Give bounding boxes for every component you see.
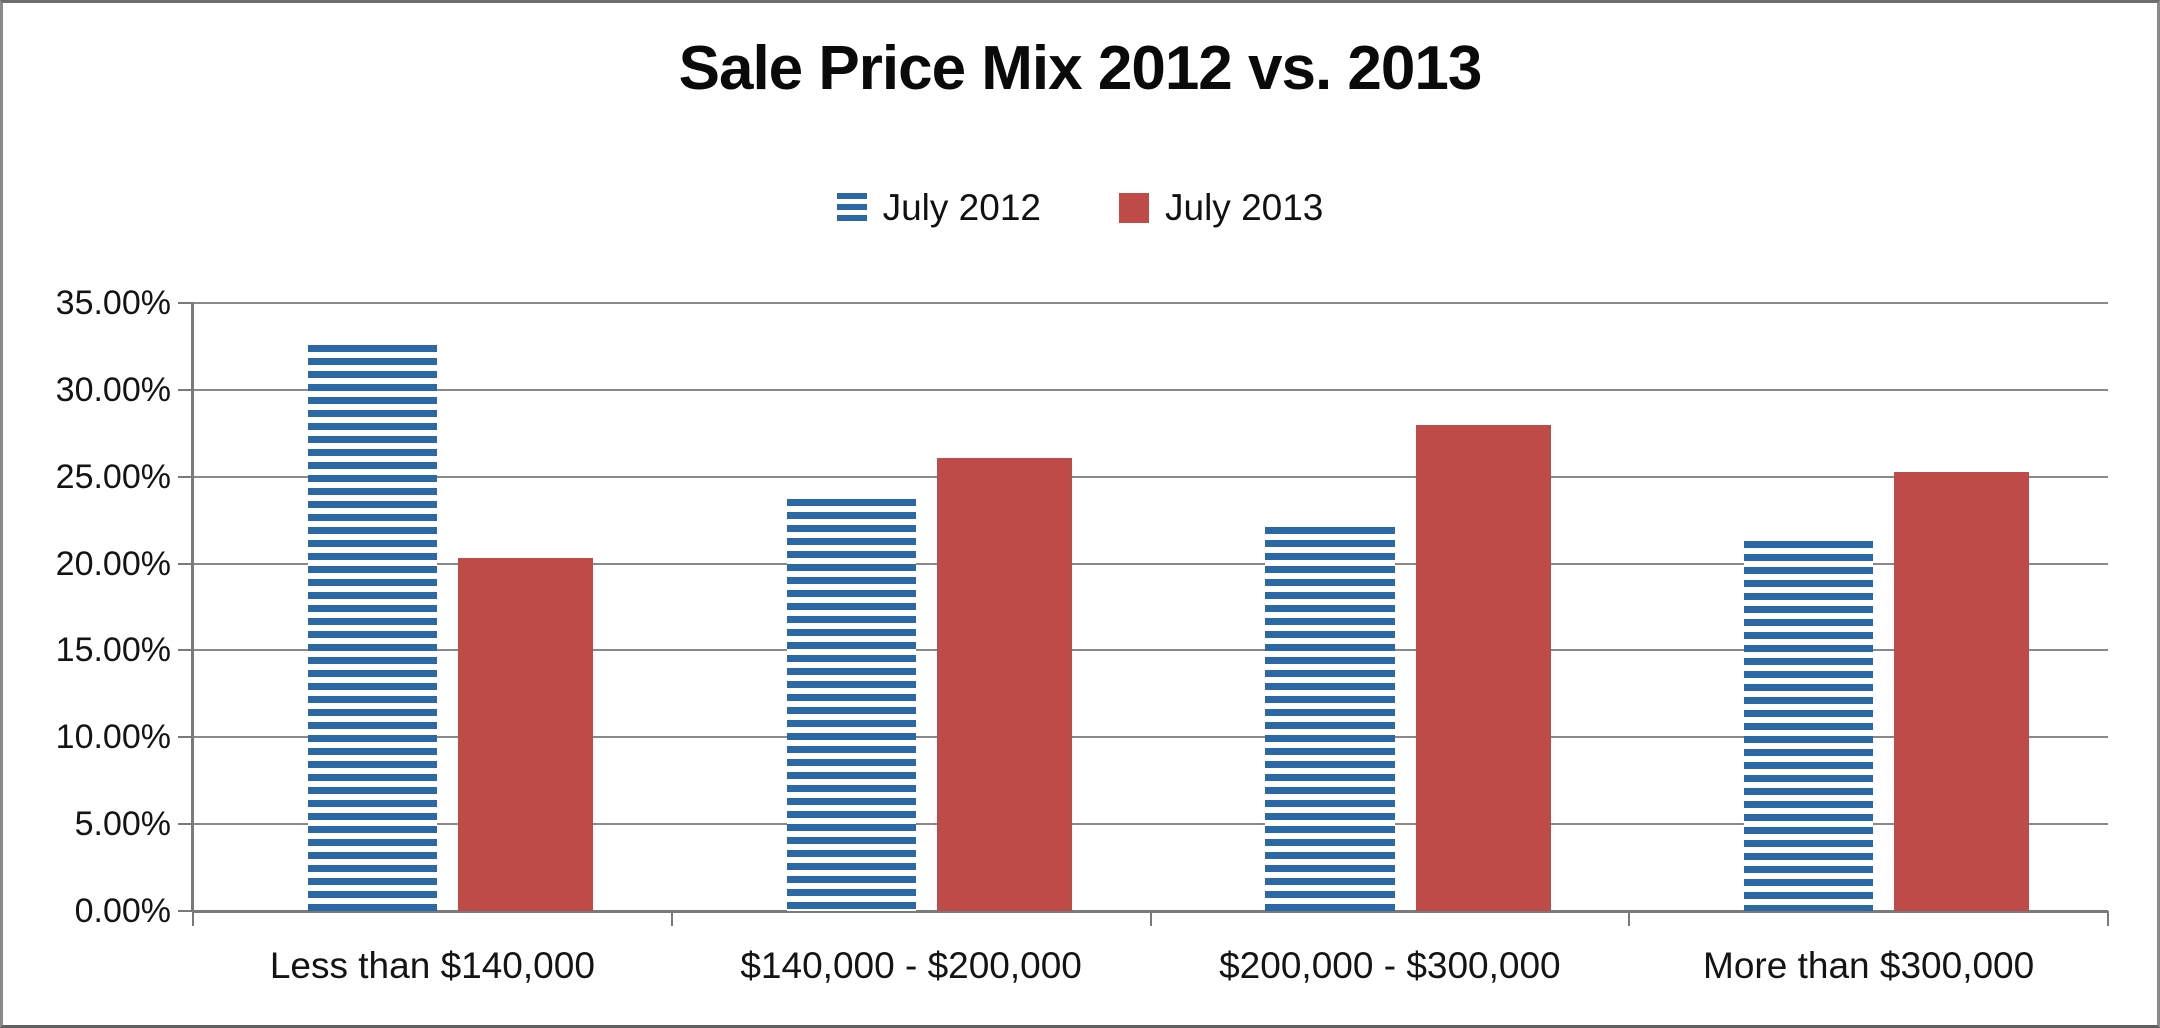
- y-tick-label: 20.00%: [55, 544, 171, 583]
- gridline: [193, 388, 2108, 391]
- bar-july-2013-cat2: [1415, 424, 1551, 911]
- legend-swatch-striped-icon: [836, 192, 867, 223]
- x-axis-tick: [670, 911, 673, 926]
- plot-area: 0.00% 5.00% 10.00% 15.00% 20.00% 25.00% 30.00%…: [3, 3, 2157, 1025]
- x-category-label: $140,000 - $200,000: [740, 945, 1082, 986]
- y-tick-label: 15.00%: [55, 631, 171, 670]
- y-tick-label: 0.00%: [74, 892, 171, 930]
- x-axis-tick: [1149, 911, 1152, 926]
- y-axis-tick: [178, 302, 193, 304]
- y-tick-label: 25.00%: [55, 457, 171, 496]
- gridline: [193, 475, 2108, 478]
- gridline: [193, 649, 2108, 652]
- y-axis-tick: [178, 562, 193, 565]
- legend-item-july-2012: July 2012: [836, 187, 1041, 228]
- y-axis-tick: [178, 736, 193, 739]
- x-axis-tick: [192, 911, 194, 926]
- legend-swatch-solid-icon: [1119, 192, 1149, 223]
- y-axis-tick: [178, 388, 193, 391]
- x-category-label: Less than $140,000: [269, 945, 595, 986]
- gridline: [193, 823, 2108, 826]
- chart-title: Sale Price Mix 2012 vs. 2013: [678, 34, 1483, 103]
- y-tick-label: 10.00%: [55, 718, 171, 757]
- gridline: [193, 736, 2108, 739]
- bar-july-2012-cat0: [307, 344, 438, 911]
- bar-july-2012-cat3: [1744, 540, 1874, 911]
- y-axis-tick: [178, 910, 193, 912]
- y-axis-tick: [178, 475, 193, 478]
- legend-label: July 2013: [1165, 187, 1324, 228]
- y-axis-tick: [178, 649, 193, 652]
- y-tick-label: 30.00%: [55, 370, 171, 409]
- bar-july-2013-cat3: [1894, 471, 2030, 911]
- y-axis-tick: [178, 823, 193, 826]
- x-category-label: $200,000 - $300,000: [1219, 945, 1561, 986]
- bar-july-2012-cat1: [786, 499, 916, 911]
- legend-item-july-2013: July 2013: [1119, 189, 1323, 226]
- gridline: [193, 562, 2108, 565]
- y-axis-line: [191, 303, 194, 911]
- x-category-label: More than $300,000: [1703, 945, 2035, 986]
- legend: July 2012 July 2013: [3, 189, 2157, 226]
- x-axis-tick: [2107, 911, 2109, 926]
- x-axis-tick: [1628, 911, 1631, 926]
- bar-july-2012-cat2: [1265, 527, 1395, 911]
- y-tick-label: 35.00%: [55, 284, 171, 322]
- bar-july-2013-cat0: [458, 558, 594, 911]
- y-tick-label: 5.00%: [74, 805, 171, 844]
- legend-label: July 2012: [882, 187, 1041, 228]
- gridline: [193, 302, 2108, 304]
- bar-july-2013-cat1: [936, 457, 1072, 911]
